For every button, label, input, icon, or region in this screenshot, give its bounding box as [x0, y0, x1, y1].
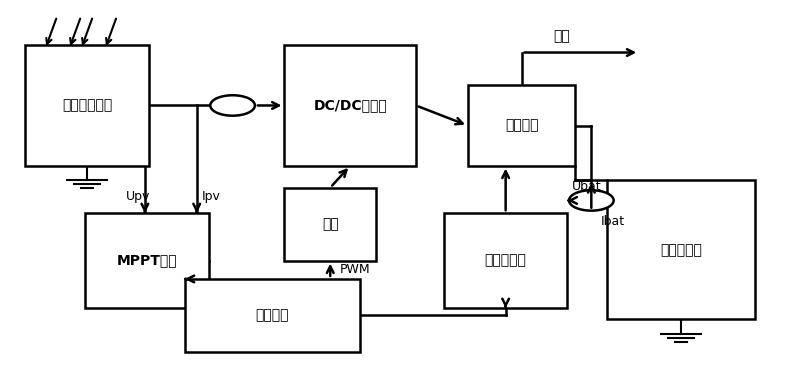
Text: 太阳能电池板: 太阳能电池板	[62, 99, 112, 113]
Text: Ibat: Ibat	[601, 215, 625, 228]
Text: 充放电控制: 充放电控制	[485, 254, 526, 268]
Text: 铅酸蓄电池: 铅酸蓄电池	[660, 243, 702, 257]
Text: PWM: PWM	[340, 263, 370, 276]
Text: 负载: 负载	[553, 29, 570, 43]
Text: DC/DC变换器: DC/DC变换器	[314, 99, 387, 113]
Bar	[285, 45, 416, 166]
Bar	[26, 45, 149, 166]
Text: Ubat: Ubat	[571, 180, 601, 193]
Circle shape	[210, 95, 255, 116]
Bar	[85, 213, 209, 308]
Bar	[468, 85, 575, 166]
Text: Ipv: Ipv	[202, 190, 221, 203]
Text: 驱动: 驱动	[322, 217, 338, 231]
Text: 微控制器: 微控制器	[256, 308, 289, 322]
Bar	[185, 279, 360, 352]
Text: 充放电器: 充放电器	[505, 118, 538, 132]
Bar	[285, 188, 376, 261]
Text: Upv: Upv	[126, 190, 150, 203]
Circle shape	[569, 190, 614, 210]
Bar	[607, 180, 754, 319]
Text: MPPT控制: MPPT控制	[117, 254, 177, 268]
Bar	[444, 213, 567, 308]
